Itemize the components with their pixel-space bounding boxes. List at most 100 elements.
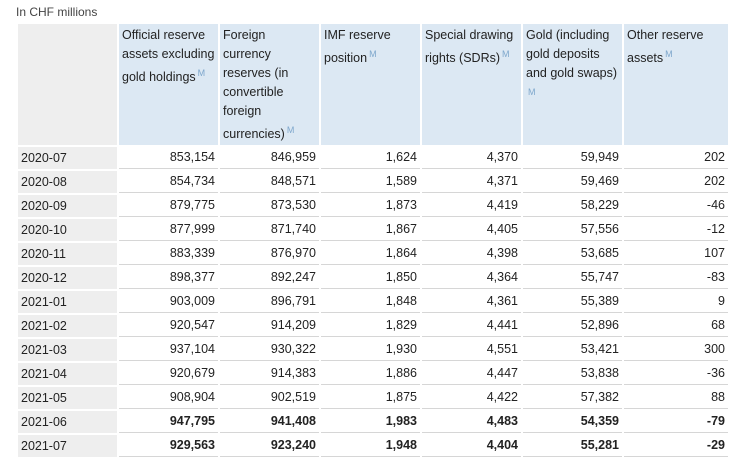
- cell-other: -83: [624, 267, 728, 290]
- cell-official: 929,563: [119, 435, 218, 458]
- row-period: 2021-06: [18, 411, 117, 434]
- cell-imf: 1,848: [321, 291, 420, 314]
- cell-other: 9: [624, 291, 728, 314]
- cell-gold: 55,281: [523, 435, 622, 458]
- cell-official: 903,009: [119, 291, 218, 314]
- metadata-link[interactable]: M: [286, 125, 295, 135]
- table-row: 2020-08 854,734 848,571 1,589 4,371 59,469 202: [18, 171, 728, 194]
- col-header-foreign: Foreign currency reserves (in convertibl…: [220, 24, 319, 146]
- cell-other: -29: [624, 435, 728, 458]
- cell-foreign: 941,408: [220, 411, 319, 434]
- row-period: 2020-07: [18, 147, 117, 170]
- col-header-gold: Gold (including gold deposits and gold s…: [523, 24, 622, 146]
- table-row: 2021-06 947,795 941,408 1,983 4,483 54,359 -79: [18, 411, 728, 434]
- reserves-table: Official reserve assets excluding gold h…: [16, 22, 730, 459]
- cell-other: -12: [624, 219, 728, 242]
- cell-gold: 57,382: [523, 387, 622, 410]
- row-period: 2021-04: [18, 363, 117, 386]
- cell-imf: 1,948: [321, 435, 420, 458]
- row-period: 2020-11: [18, 243, 117, 266]
- cell-other: 68: [624, 315, 728, 338]
- row-period: 2021-07: [18, 435, 117, 458]
- cell-imf: 1,589: [321, 171, 420, 194]
- cell-sdr: 4,370: [422, 147, 521, 170]
- table-row: 2021-05 908,904 902,519 1,875 4,422 57,382 88: [18, 387, 728, 410]
- cell-official: 898,377: [119, 267, 218, 290]
- cell-foreign: 892,247: [220, 267, 319, 290]
- metadata-link[interactable]: M: [197, 68, 206, 78]
- row-period: 2020-10: [18, 219, 117, 242]
- cell-gold: 55,389: [523, 291, 622, 314]
- cell-sdr: 4,361: [422, 291, 521, 314]
- cell-official: 877,999: [119, 219, 218, 242]
- cell-imf: 1,850: [321, 267, 420, 290]
- cell-sdr: 4,398: [422, 243, 521, 266]
- cell-gold: 59,949: [523, 147, 622, 170]
- cell-sdr: 4,447: [422, 363, 521, 386]
- metadata-link[interactable]: M: [369, 49, 377, 59]
- cell-official: 947,795: [119, 411, 218, 434]
- cell-other: -79: [624, 411, 728, 434]
- cell-foreign: 846,959: [220, 147, 319, 170]
- cell-foreign: 873,530: [220, 195, 319, 218]
- cell-imf: 1,875: [321, 387, 420, 410]
- cell-other: 202: [624, 171, 728, 194]
- cell-official: 883,339: [119, 243, 218, 266]
- cell-gold: 57,556: [523, 219, 622, 242]
- table-row: 2021-02 920,547 914,209 1,829 4,441 52,896 68: [18, 315, 728, 338]
- table-row: 2021-03 937,104 930,322 1,930 4,551 53,421 300: [18, 339, 728, 362]
- cell-sdr: 4,404: [422, 435, 521, 458]
- row-period: 2021-05: [18, 387, 117, 410]
- table-row: 2020-12 898,377 892,247 1,850 4,364 55,747 -83: [18, 267, 728, 290]
- metadata-link[interactable]: M: [665, 49, 673, 59]
- cell-sdr: 4,441: [422, 315, 521, 338]
- cell-imf: 1,886: [321, 363, 420, 386]
- cell-official: 853,154: [119, 147, 218, 170]
- cell-foreign: 848,571: [220, 171, 319, 194]
- cell-foreign: 902,519: [220, 387, 319, 410]
- table-row: 2021-04 920,679 914,383 1,886 4,447 53,838 -36: [18, 363, 728, 386]
- table-row: 2020-11 883,339 876,970 1,864 4,398 53,685 107: [18, 243, 728, 266]
- cell-imf: 1,873: [321, 195, 420, 218]
- cell-sdr: 4,364: [422, 267, 521, 290]
- row-period: 2021-02: [18, 315, 117, 338]
- col-header-official: Official reserve assets excluding gold h…: [119, 24, 218, 146]
- cell-imf: 1,867: [321, 219, 420, 242]
- cell-other: -46: [624, 195, 728, 218]
- cell-imf: 1,864: [321, 243, 420, 266]
- cell-foreign: 930,322: [220, 339, 319, 362]
- cell-other: 300: [624, 339, 728, 362]
- table-row: 2021-01 903,009 896,791 1,848 4,361 55,389 9: [18, 291, 728, 314]
- cell-gold: 54,359: [523, 411, 622, 434]
- row-period: 2021-03: [18, 339, 117, 362]
- metadata-link[interactable]: M: [528, 87, 536, 97]
- cell-imf: 1,983: [321, 411, 420, 434]
- cell-sdr: 4,419: [422, 195, 521, 218]
- table-row: 2020-07 853,154 846,959 1,624 4,370 59,949 202: [18, 147, 728, 170]
- cell-imf: 1,624: [321, 147, 420, 170]
- row-period: 2020-09: [18, 195, 117, 218]
- header-corner: [18, 24, 117, 146]
- row-period: 2021-01: [18, 291, 117, 314]
- col-header-imf: IMF reserve position M: [321, 24, 420, 146]
- cell-foreign: 914,383: [220, 363, 319, 386]
- cell-foreign: 923,240: [220, 435, 319, 458]
- cell-gold: 53,838: [523, 363, 622, 386]
- cell-official: 854,734: [119, 171, 218, 194]
- cell-official: 937,104: [119, 339, 218, 362]
- cell-gold: 59,469: [523, 171, 622, 194]
- cell-gold: 58,229: [523, 195, 622, 218]
- cell-imf: 1,930: [321, 339, 420, 362]
- cell-sdr: 4,422: [422, 387, 521, 410]
- cell-official: 879,775: [119, 195, 218, 218]
- row-period: 2020-08: [18, 171, 117, 194]
- cell-other: 107: [624, 243, 728, 266]
- cell-other: -36: [624, 363, 728, 386]
- metadata-link[interactable]: M: [502, 49, 510, 59]
- cell-foreign: 896,791: [220, 291, 319, 314]
- col-header-sdr: Special drawing rights (SDRs) M: [422, 24, 521, 146]
- cell-sdr: 4,483: [422, 411, 521, 434]
- cell-official: 908,904: [119, 387, 218, 410]
- cell-official: 920,679: [119, 363, 218, 386]
- cell-foreign: 914,209: [220, 315, 319, 338]
